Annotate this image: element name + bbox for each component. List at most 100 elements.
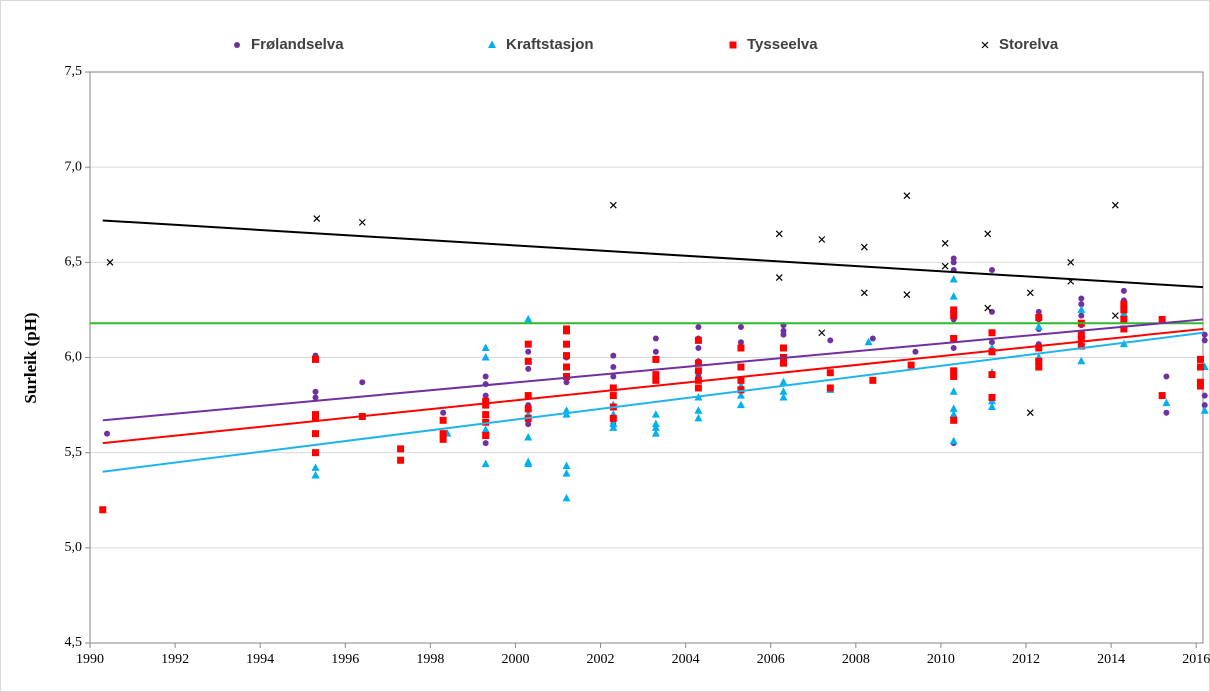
point xyxy=(1158,392,1166,400)
point xyxy=(775,230,783,238)
x-tick-label: 2002 xyxy=(587,652,615,667)
point xyxy=(779,344,787,352)
point xyxy=(1077,342,1085,350)
legend-marker xyxy=(488,40,496,48)
point xyxy=(525,365,532,372)
point xyxy=(1035,344,1043,352)
x-tick-label: 2006 xyxy=(757,652,785,667)
point xyxy=(950,373,958,381)
point xyxy=(950,416,958,424)
point xyxy=(694,413,703,422)
point xyxy=(563,363,571,371)
point xyxy=(609,392,617,400)
point xyxy=(652,335,659,342)
point xyxy=(860,289,868,297)
point xyxy=(609,414,617,422)
x-tick-label: 2014 xyxy=(1097,652,1125,667)
point xyxy=(950,312,958,320)
point xyxy=(950,367,958,375)
point xyxy=(1120,325,1128,333)
point xyxy=(610,373,617,380)
point xyxy=(482,440,489,447)
point xyxy=(1067,258,1075,266)
point xyxy=(312,388,319,395)
point xyxy=(950,344,957,351)
point xyxy=(1111,201,1119,209)
point xyxy=(864,337,873,346)
point xyxy=(524,392,532,400)
point xyxy=(482,392,489,399)
point xyxy=(1120,306,1128,314)
point xyxy=(1201,392,1208,399)
point xyxy=(1196,363,1204,371)
point xyxy=(1035,357,1043,365)
point xyxy=(827,337,834,344)
x-tick-label: 1996 xyxy=(331,652,359,667)
point xyxy=(1120,315,1128,323)
point xyxy=(736,391,745,399)
point xyxy=(987,402,996,410)
point xyxy=(1196,378,1204,386)
point xyxy=(482,418,490,426)
point xyxy=(949,436,958,445)
point xyxy=(482,397,490,405)
point xyxy=(737,324,744,331)
point xyxy=(397,445,405,453)
legend-label: Tysseelva xyxy=(747,36,818,53)
point xyxy=(311,449,319,457)
x-tick-label: 1990 xyxy=(76,652,104,667)
point xyxy=(988,266,995,273)
point xyxy=(818,236,826,243)
point xyxy=(1034,322,1043,331)
point xyxy=(440,409,447,416)
point xyxy=(311,463,320,471)
x-tick-label: 2010 xyxy=(927,652,955,667)
point xyxy=(737,339,744,346)
point xyxy=(984,304,992,312)
point xyxy=(1196,382,1204,390)
point xyxy=(1163,373,1170,380)
point xyxy=(609,384,617,392)
point xyxy=(949,292,958,300)
point xyxy=(311,471,320,479)
point xyxy=(312,394,319,401)
x-tick-label: 2016 xyxy=(1182,652,1210,667)
point xyxy=(651,423,660,431)
point xyxy=(826,384,834,392)
point xyxy=(1077,334,1085,342)
point xyxy=(563,379,570,386)
point xyxy=(984,230,992,238)
point xyxy=(1078,301,1085,308)
point xyxy=(695,324,702,331)
legend-label: Kraftstasjon xyxy=(506,36,594,53)
x-tick-label: 2008 xyxy=(842,652,870,667)
point xyxy=(988,393,996,401)
point xyxy=(912,348,919,355)
point xyxy=(1026,289,1034,297)
point xyxy=(358,218,366,226)
point xyxy=(652,371,660,379)
point xyxy=(949,410,958,418)
point xyxy=(737,363,745,371)
point xyxy=(1078,312,1085,319)
point xyxy=(563,373,571,381)
x-tick-label: 2004 xyxy=(672,652,700,667)
point xyxy=(1078,295,1085,302)
point xyxy=(562,493,571,502)
point xyxy=(481,459,490,468)
point xyxy=(941,239,949,247)
point xyxy=(988,329,996,337)
point xyxy=(439,430,447,438)
point xyxy=(1111,312,1119,320)
point xyxy=(652,348,659,355)
point xyxy=(359,379,366,386)
point xyxy=(481,343,490,351)
point xyxy=(481,425,490,433)
point xyxy=(775,274,783,281)
x-tick-label: 1994 xyxy=(246,652,274,667)
point xyxy=(1035,363,1043,371)
point xyxy=(950,259,957,266)
point xyxy=(525,348,532,355)
point xyxy=(988,339,995,346)
